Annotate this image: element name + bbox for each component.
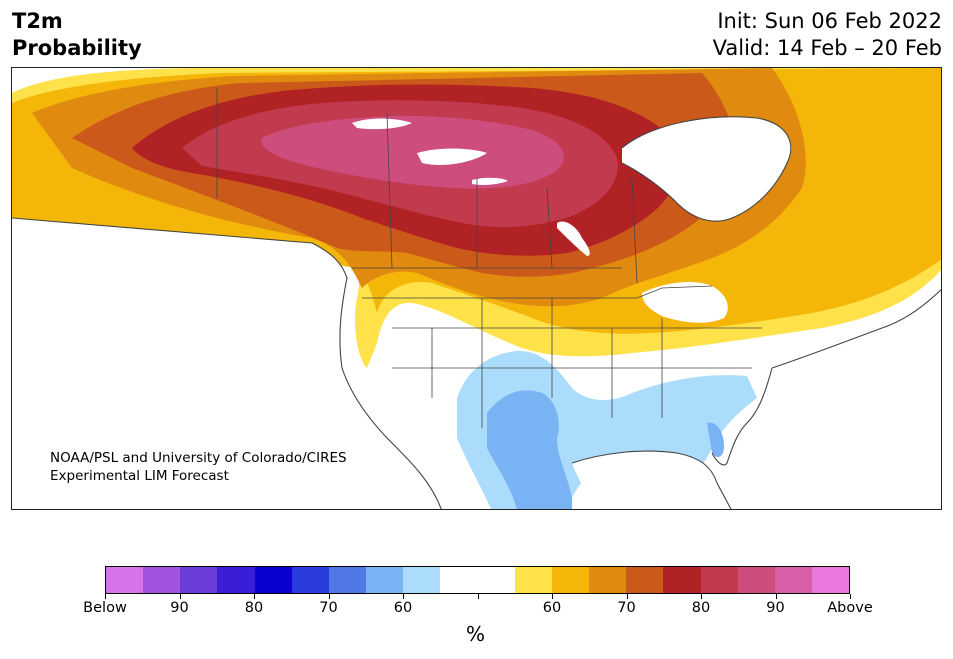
colorbar-tick	[775, 594, 777, 599]
colorbar-tick-label: 90	[766, 600, 785, 616]
colorbar-tick-label: 70	[319, 600, 338, 616]
great-bear-lake	[352, 118, 412, 130]
credit-line-1: NOAA/PSL and University of Colorado/CIRE…	[50, 450, 347, 466]
colorbar-tick	[328, 594, 330, 599]
colorbar-tick	[477, 594, 479, 599]
colorbar-segment	[106, 567, 144, 593]
colorbar-tick-label: Above	[827, 600, 873, 616]
below-70b-region	[707, 422, 724, 458]
colorbar-tick	[403, 594, 404, 599]
colorbar-segment	[477, 567, 515, 593]
gulf-of-mexico	[572, 451, 731, 509]
probability-colorbar	[105, 566, 850, 594]
forecast-map: NOAA/PSL and University of Colorado/CIRE…	[11, 67, 942, 510]
colorbar-tick	[179, 594, 181, 599]
colorbar-segment	[626, 567, 664, 593]
credit-line-2: Experimental LIM Forecast	[50, 468, 229, 484]
colorbar-tick	[254, 594, 255, 599]
colorbar-tick-label: 70	[617, 600, 636, 616]
valid-range: Valid: 14 Feb – 20 Feb	[712, 36, 942, 60]
map-credit: NOAA/PSL and University of Colorado/CIRE…	[50, 449, 347, 485]
colorbar-tick-label: 60	[542, 600, 562, 616]
lake-athabasca	[472, 177, 508, 185]
coastlines	[12, 116, 941, 509]
colorbar-segment	[514, 567, 552, 593]
colorbar-segment	[328, 567, 367, 593]
colorbar-tick-label: 90	[170, 600, 189, 616]
colorbar-segment	[217, 567, 255, 593]
colorbar-tick-label: 80	[244, 600, 264, 616]
colorbar-tick	[626, 594, 628, 599]
above-top-region	[261, 115, 564, 189]
colorbar-segment	[589, 567, 627, 593]
probability-map-svg	[12, 68, 941, 509]
lake-winnipeg	[557, 221, 590, 256]
colorbar-segment	[366, 567, 404, 593]
colorbar-segment	[737, 567, 775, 593]
colorbar-tick	[701, 594, 702, 599]
colorbar-segment	[180, 567, 218, 593]
great-slave-lake	[417, 148, 487, 165]
colorbar-segment	[254, 567, 292, 593]
colorbar-segment	[291, 567, 329, 593]
hudson-bay	[622, 116, 791, 222]
colorbar-tick	[552, 594, 553, 599]
political-borders	[216, 88, 762, 428]
colorbar-tick	[105, 594, 106, 599]
below-70-region	[487, 390, 572, 509]
colorbar-segment	[143, 567, 181, 593]
colorbar-tick-label: 60	[393, 600, 413, 616]
colorbar-tick	[850, 594, 851, 599]
colorbar-segment	[700, 567, 738, 593]
colorbar-segment	[774, 567, 812, 593]
colorbar-tick-label: Below	[83, 600, 127, 616]
title-line-1: T2m	[12, 9, 63, 33]
title-line-2: Probability	[12, 36, 142, 60]
colorbar-segment	[440, 567, 478, 593]
great-lakes	[642, 282, 728, 323]
init-date: Init: Sun 06 Feb 2022	[717, 9, 942, 33]
map-title: T2m Probability	[12, 8, 142, 62]
colorbar-tick-label: 80	[691, 600, 711, 616]
colorbar-segment	[663, 567, 701, 593]
pacific-ocean	[12, 218, 442, 509]
colorbar-segment	[811, 567, 850, 593]
forecast-dates: Init: Sun 06 Feb 2022 Valid: 14 Feb – 20…	[713, 8, 942, 62]
colorbar-unit: %	[466, 622, 486, 646]
colorbar-segment	[551, 567, 590, 593]
colorbar-segment	[403, 567, 441, 593]
atlantic-ocean	[732, 289, 941, 509]
